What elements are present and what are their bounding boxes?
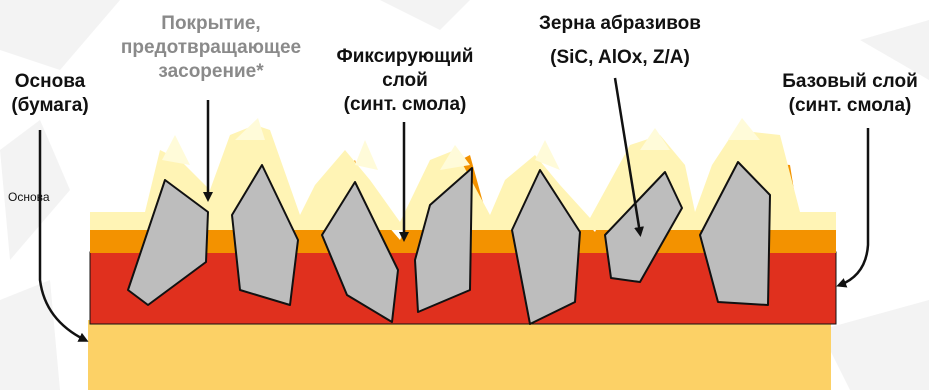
grain-2 [231,164,299,306]
fixing-label-line1: Фиксирующий [336,46,474,67]
coating-label-line1: Покрытие, [161,13,261,34]
fixing-layer-label: Фиксирующий слой (синт. смола) [330,45,480,117]
base-label: Основа (бумага) [0,70,100,118]
coating-label: Покрытие, предотвращающее засорение* [96,12,326,84]
fixing-label-line2: слой [382,70,428,91]
grains-arrow [613,77,644,237]
base-label-line2: (бумага) [11,95,89,116]
grain-1 [127,179,209,306]
base-layer-arrow [836,128,870,288]
coating-highlights [162,118,760,170]
grains-label: Зерна абразивов (SiC, AlOx, Z/A) [520,12,720,70]
base-layer-label-line1: Базовый слой [782,71,918,92]
coating-label-line2: предотвращающее [120,37,302,58]
grain-5 [511,169,581,325]
base-label-line1: Основа [14,71,86,92]
small-base-label: Основа [8,190,50,204]
base-layer-label-line2: (синт. смола) [788,95,912,116]
grain-7 [699,161,771,306]
grains-label-line2: (SiC, AlOx, Z/A) [550,47,690,68]
grains-label-line1: Зерна абразивов [539,13,701,34]
base-arrow [38,130,89,342]
callout-arrows [38,77,870,342]
coating-label-line3: засорение* [158,61,264,82]
grain-4 [414,167,473,313]
grain-3 [321,181,399,323]
base-layer-label: Базовый слой (синт. смола) [770,70,929,118]
fixing-label-line3: (синт. смола) [343,94,467,115]
paper-base-layer [88,320,831,390]
